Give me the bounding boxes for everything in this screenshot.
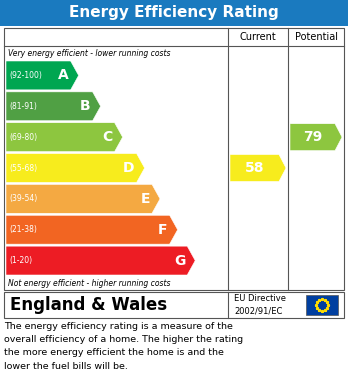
Text: (69-80): (69-80) (9, 133, 37, 142)
Text: Current: Current (240, 32, 276, 42)
Bar (4, 28, 344, 290)
Text: (21-38): (21-38) (9, 225, 37, 234)
Polygon shape (6, 246, 195, 275)
Polygon shape (6, 154, 145, 183)
Text: D: D (123, 161, 135, 175)
Text: (92-100): (92-100) (9, 71, 42, 80)
Text: (39-54): (39-54) (9, 194, 37, 203)
Text: EU Directive
2002/91/EC: EU Directive 2002/91/EC (234, 294, 286, 316)
Text: The energy efficiency rating is a measure of the
overall efficiency of a home. T: The energy efficiency rating is a measur… (4, 322, 243, 371)
Polygon shape (6, 215, 177, 244)
Text: E: E (141, 192, 150, 206)
Polygon shape (6, 92, 101, 121)
Text: F: F (158, 223, 168, 237)
Polygon shape (6, 61, 79, 90)
Text: G: G (174, 254, 185, 267)
Polygon shape (6, 123, 122, 152)
Text: C: C (102, 130, 113, 144)
Text: 58: 58 (245, 161, 264, 175)
Bar (0, 0, 348, 26)
Text: A: A (58, 68, 69, 83)
Bar (4, 292, 344, 318)
Text: (1-20): (1-20) (9, 256, 32, 265)
Text: Potential: Potential (294, 32, 338, 42)
Text: B: B (80, 99, 90, 113)
Polygon shape (6, 185, 160, 213)
Text: England & Wales: England & Wales (10, 296, 167, 314)
Polygon shape (290, 124, 342, 151)
Bar (306, 295, 338, 315)
Text: (55-68): (55-68) (9, 163, 37, 172)
Text: (81-91): (81-91) (9, 102, 37, 111)
Polygon shape (230, 154, 286, 181)
Text: Not energy efficient - higher running costs: Not energy efficient - higher running co… (8, 278, 171, 287)
Text: 79: 79 (303, 130, 322, 144)
Text: Energy Efficiency Rating: Energy Efficiency Rating (69, 5, 279, 20)
Text: Very energy efficient - lower running costs: Very energy efficient - lower running co… (8, 48, 171, 57)
